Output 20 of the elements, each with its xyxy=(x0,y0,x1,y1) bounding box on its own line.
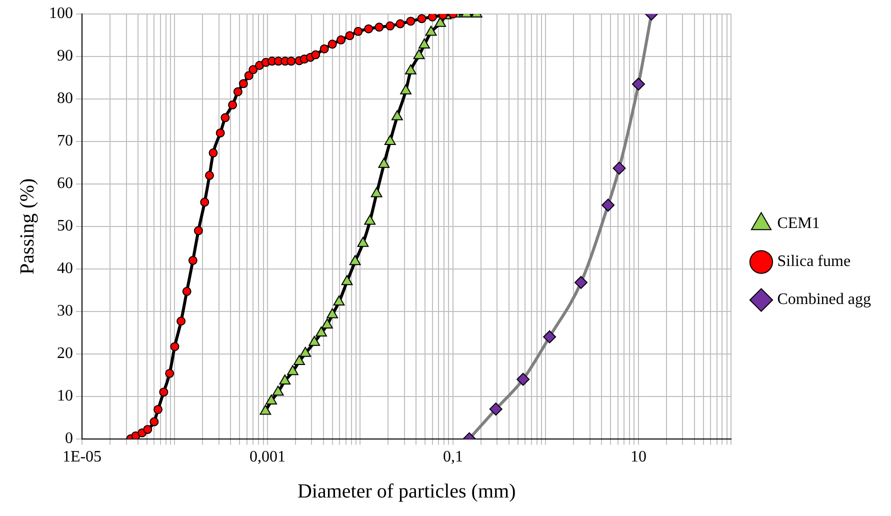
y-tick-label: 80 xyxy=(57,90,73,108)
y-tick-label: 20 xyxy=(57,345,73,362)
y-tick-label: 60 xyxy=(57,175,73,192)
x-tick-label: 1E-05 xyxy=(62,448,102,466)
x-axis-title: Diameter of particles (mm) xyxy=(297,480,516,502)
y-tick-label: 90 xyxy=(57,48,73,65)
y-tick-label: 70 xyxy=(57,132,73,150)
x-tick-label: 10 xyxy=(630,448,646,466)
y-tick-label: 50 xyxy=(57,218,73,235)
y-tick-label: 10 xyxy=(57,388,73,405)
y-tick-label: 100 xyxy=(49,5,73,22)
x-tick-label: 0,1 xyxy=(442,448,463,466)
y-axis-title: Passing (%) xyxy=(16,178,38,274)
legend-label: Combined agg xyxy=(777,291,871,308)
y-tick-label: 30 xyxy=(57,302,73,320)
legend-label: CEM1 xyxy=(777,215,820,232)
legend-label: Silica fume xyxy=(777,253,851,270)
y-tick-label: 40 xyxy=(57,260,73,278)
x-tick-label: 0,001 xyxy=(249,448,286,466)
y-tick-label: 0 xyxy=(65,430,73,448)
